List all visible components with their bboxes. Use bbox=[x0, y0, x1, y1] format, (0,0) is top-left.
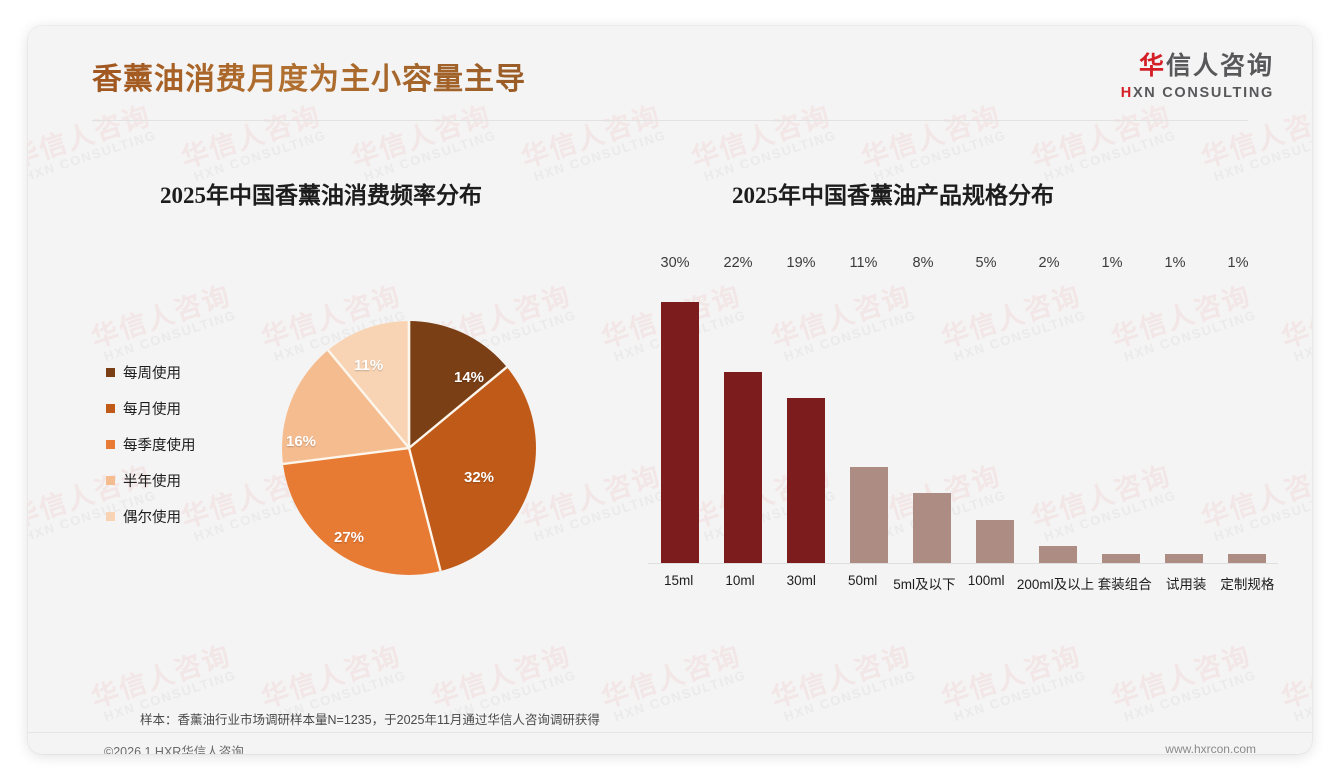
bar-rect: 5% bbox=[975, 255, 1014, 563]
pie-slice-value: 14% bbox=[454, 369, 485, 386]
bar-category-label: 30ml bbox=[786, 573, 816, 588]
bar-category-label: 套装组合 bbox=[1097, 577, 1152, 592]
bar-series: 30% 22% 19% 11% 8% 5% 2% 1% 1% 1% bbox=[648, 255, 1278, 563]
bar-value-label: 30% bbox=[660, 255, 690, 271]
footer-divider bbox=[28, 732, 1312, 733]
bar-rect: 22% bbox=[723, 255, 762, 563]
pie-legend-item[interactable]: 每季度使用 bbox=[106, 426, 196, 462]
pie-chart-panel: 2025年中国香薰油消费频率分布 每周使用每月使用每季度使用半年使用偶尔使用 1… bbox=[92, 176, 612, 616]
legend-label: 半年使用 bbox=[123, 473, 181, 490]
bar-value-label: 5% bbox=[975, 255, 997, 271]
legend-color-swatch bbox=[106, 367, 115, 377]
company-logo: 华信人咨询 HXN CONSULTING bbox=[1121, 54, 1274, 101]
pie-slice-value: 32% bbox=[464, 469, 495, 486]
bar-category-label: 5ml及以下 bbox=[893, 577, 956, 592]
pie-slice-divider bbox=[282, 446, 410, 466]
bar-column[interactable]: 1% bbox=[1089, 255, 1152, 563]
slide-header: 香薰油消费月度为主小容量主导 华信人咨询 HXN CONSULTING bbox=[28, 26, 1312, 126]
slide-canvas: 华信人咨询 HXN CONSULTING 华信人咨询 HXN CONSULTING 华信… bbox=[28, 26, 1312, 754]
bar-value-label: 8% bbox=[912, 255, 934, 271]
pie-legend-item[interactable]: 每月使用 bbox=[106, 390, 196, 426]
bar-value-label: 11% bbox=[849, 255, 878, 271]
bar-category-label: 50ml bbox=[847, 573, 878, 588]
bar-column[interactable]: 8% bbox=[900, 255, 963, 563]
bar-value-label: 1% bbox=[1101, 255, 1123, 271]
legend-label: 每周使用 bbox=[123, 365, 181, 382]
pie-legend-item[interactable]: 偶尔使用 bbox=[106, 498, 196, 534]
logo-chinese-rest: 信人咨询 bbox=[1165, 52, 1274, 80]
bar-category-label: 15ml bbox=[664, 573, 694, 588]
logo-english: HXN CONSULTING bbox=[1121, 86, 1274, 101]
bar-column[interactable]: 1% bbox=[1152, 255, 1215, 563]
bar-rect: 1% bbox=[1101, 255, 1140, 563]
logo-english-mark: H bbox=[1120, 85, 1133, 101]
bar-column[interactable]: 5% bbox=[963, 255, 1026, 563]
copyright-text: ©2026.1 HXR华信人咨询 bbox=[104, 745, 244, 754]
logo-chinese: 华信人咨询 bbox=[1121, 54, 1274, 79]
legend-label: 每季度使用 bbox=[123, 437, 196, 454]
pie-legend: 每周使用每月使用每季度使用半年使用偶尔使用 bbox=[106, 354, 196, 534]
pie-chart: 14% 32% 27% 16% 11% bbox=[282, 321, 536, 575]
bar-rect: 8% bbox=[912, 255, 951, 563]
bar-category-label: 定制规格 bbox=[1220, 577, 1275, 592]
bar-category-label: 10ml bbox=[725, 573, 755, 588]
bar-column[interactable]: 22% bbox=[711, 255, 774, 563]
legend-label: 偶尔使用 bbox=[123, 509, 181, 526]
bar-category-label: 100ml bbox=[967, 573, 1005, 588]
bar-chart-title: 2025年中国香薰油产品规格分布 bbox=[732, 183, 1054, 208]
legend-color-swatch bbox=[106, 475, 115, 485]
pie-slice-value: 16% bbox=[286, 433, 317, 450]
bar-column[interactable]: 19% bbox=[774, 255, 837, 563]
header-divider bbox=[92, 120, 1248, 121]
bar-column[interactable]: 11% bbox=[837, 255, 900, 563]
bar-rect: 1% bbox=[1164, 255, 1203, 563]
bar-value-label: 19% bbox=[786, 255, 816, 271]
bar-chart-panel: 2025年中国香薰油产品规格分布 30% 22% 19% 11% 8% 5% 2% 1% 1% 1… bbox=[628, 176, 1278, 616]
pie-separators bbox=[282, 321, 508, 572]
bar-column[interactable]: 30% bbox=[648, 255, 711, 563]
bar-category-axis: 15ml 10ml 30ml 50ml 5ml及以下 100ml 200ml及以上 套装组合试… bbox=[648, 573, 1278, 593]
bar-column[interactable]: 1% bbox=[1215, 255, 1278, 563]
bar-column[interactable]: 2% bbox=[1026, 255, 1089, 563]
bar-plot-area: 30% 22% 19% 11% 8% 5% 2% 1% 1% 1% 15ml 10ml 30ml 50m… bbox=[648, 255, 1278, 592]
legend-label: 每月使用 bbox=[123, 401, 181, 418]
legend-color-swatch bbox=[106, 511, 115, 521]
bar-value-label: 1% bbox=[1164, 255, 1186, 271]
bar-value-label: 22% bbox=[723, 255, 753, 271]
pie-legend-item[interactable]: 每周使用 bbox=[106, 354, 196, 390]
pie-legend-item[interactable]: 半年使用 bbox=[106, 462, 196, 498]
bar-rect: 1% bbox=[1227, 255, 1266, 563]
pie-slice-value: 11% bbox=[354, 357, 384, 374]
bar-value-label: 1% bbox=[1227, 255, 1249, 271]
bar-axis-baseline bbox=[648, 563, 1278, 564]
bar-rect: 19% bbox=[786, 255, 825, 563]
logo-english-rest: XN CONSULTING bbox=[1132, 85, 1274, 101]
bar-rect: 30% bbox=[660, 255, 699, 563]
pie-slice-value: 27% bbox=[334, 529, 365, 546]
bar-category-label: 试用装 bbox=[1165, 577, 1207, 592]
page-title: 香薰油消费月度为主小容量主导 bbox=[92, 54, 526, 98]
pie-chart-title: 2025年中国香薰油消费频率分布 bbox=[160, 183, 482, 208]
logo-chinese-mark: 华 bbox=[1138, 52, 1166, 80]
sample-note: 样本：香薰油行业市场调研样本量N=1235，于2025年11月通过华信人咨询调研… bbox=[140, 713, 600, 727]
legend-color-swatch bbox=[106, 403, 115, 413]
pie-slice-divider bbox=[407, 447, 442, 572]
legend-color-swatch bbox=[106, 439, 115, 449]
bar-value-label: 2% bbox=[1038, 255, 1060, 271]
bar-category-label: 200ml及以上 bbox=[1016, 577, 1095, 592]
website-url: www.hxrcon.com bbox=[1165, 742, 1256, 754]
bar-rect: 2% bbox=[1038, 255, 1077, 563]
pie-slice-divider bbox=[408, 366, 508, 449]
pie-slice-divider bbox=[327, 349, 410, 449]
bar-rect: 11% bbox=[849, 255, 888, 563]
